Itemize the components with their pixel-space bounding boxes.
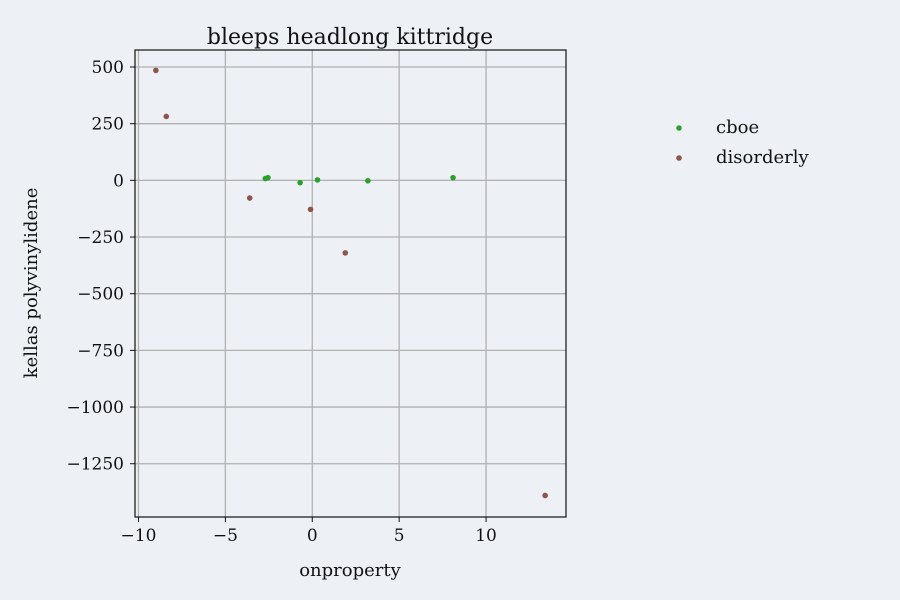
- series-disorderly: [153, 67, 548, 499]
- x-axis: −10 −5 0 5 10: [121, 517, 497, 546]
- legend-label: disorderly: [716, 147, 809, 168]
- y-tick-label: −500: [77, 285, 124, 305]
- x-tick-label: 5: [394, 526, 405, 546]
- x-tick-label: 0: [307, 526, 318, 546]
- data-point: [163, 113, 170, 120]
- plot-area: [134, 49, 567, 518]
- y-tick-label: −750: [77, 341, 124, 361]
- data-point: [450, 174, 456, 181]
- data-point: [307, 206, 314, 213]
- data-point: [314, 177, 321, 183]
- y-tick-label: 500: [92, 58, 124, 78]
- x-tick-label: −10: [121, 526, 157, 546]
- y-tick-label: −1000: [66, 398, 124, 418]
- legend-marker: [676, 155, 682, 161]
- x-tick-label: 10: [475, 526, 497, 546]
- y-tick-label: 0: [113, 171, 124, 191]
- data-point: [153, 67, 159, 74]
- grid: [135, 50, 566, 517]
- data-point: [297, 179, 303, 186]
- data-point: [342, 250, 349, 256]
- chart-title: bleeps headlong kittridge: [207, 25, 493, 50]
- data-point: [246, 195, 253, 201]
- x-tick-label: −5: [213, 526, 238, 546]
- y-tick-label: 250: [92, 115, 124, 135]
- legend-marker: [676, 125, 682, 131]
- y-tick-label: −250: [77, 228, 124, 248]
- data-point: [365, 178, 371, 184]
- series-cboe: [262, 174, 456, 186]
- data-points: [153, 67, 548, 499]
- y-axis-label: kellas polyvinylidene: [21, 188, 42, 379]
- data-point: [265, 174, 271, 181]
- legend-label: cboe: [716, 117, 759, 138]
- legend: cboe disorderly: [676, 117, 809, 168]
- x-axis-label: onproperty: [299, 560, 401, 581]
- y-axis: 500 250 0 −250 −500 −750 −1000 −1250: [66, 58, 135, 475]
- data-point: [542, 492, 548, 499]
- y-tick-label: −1250: [66, 455, 124, 475]
